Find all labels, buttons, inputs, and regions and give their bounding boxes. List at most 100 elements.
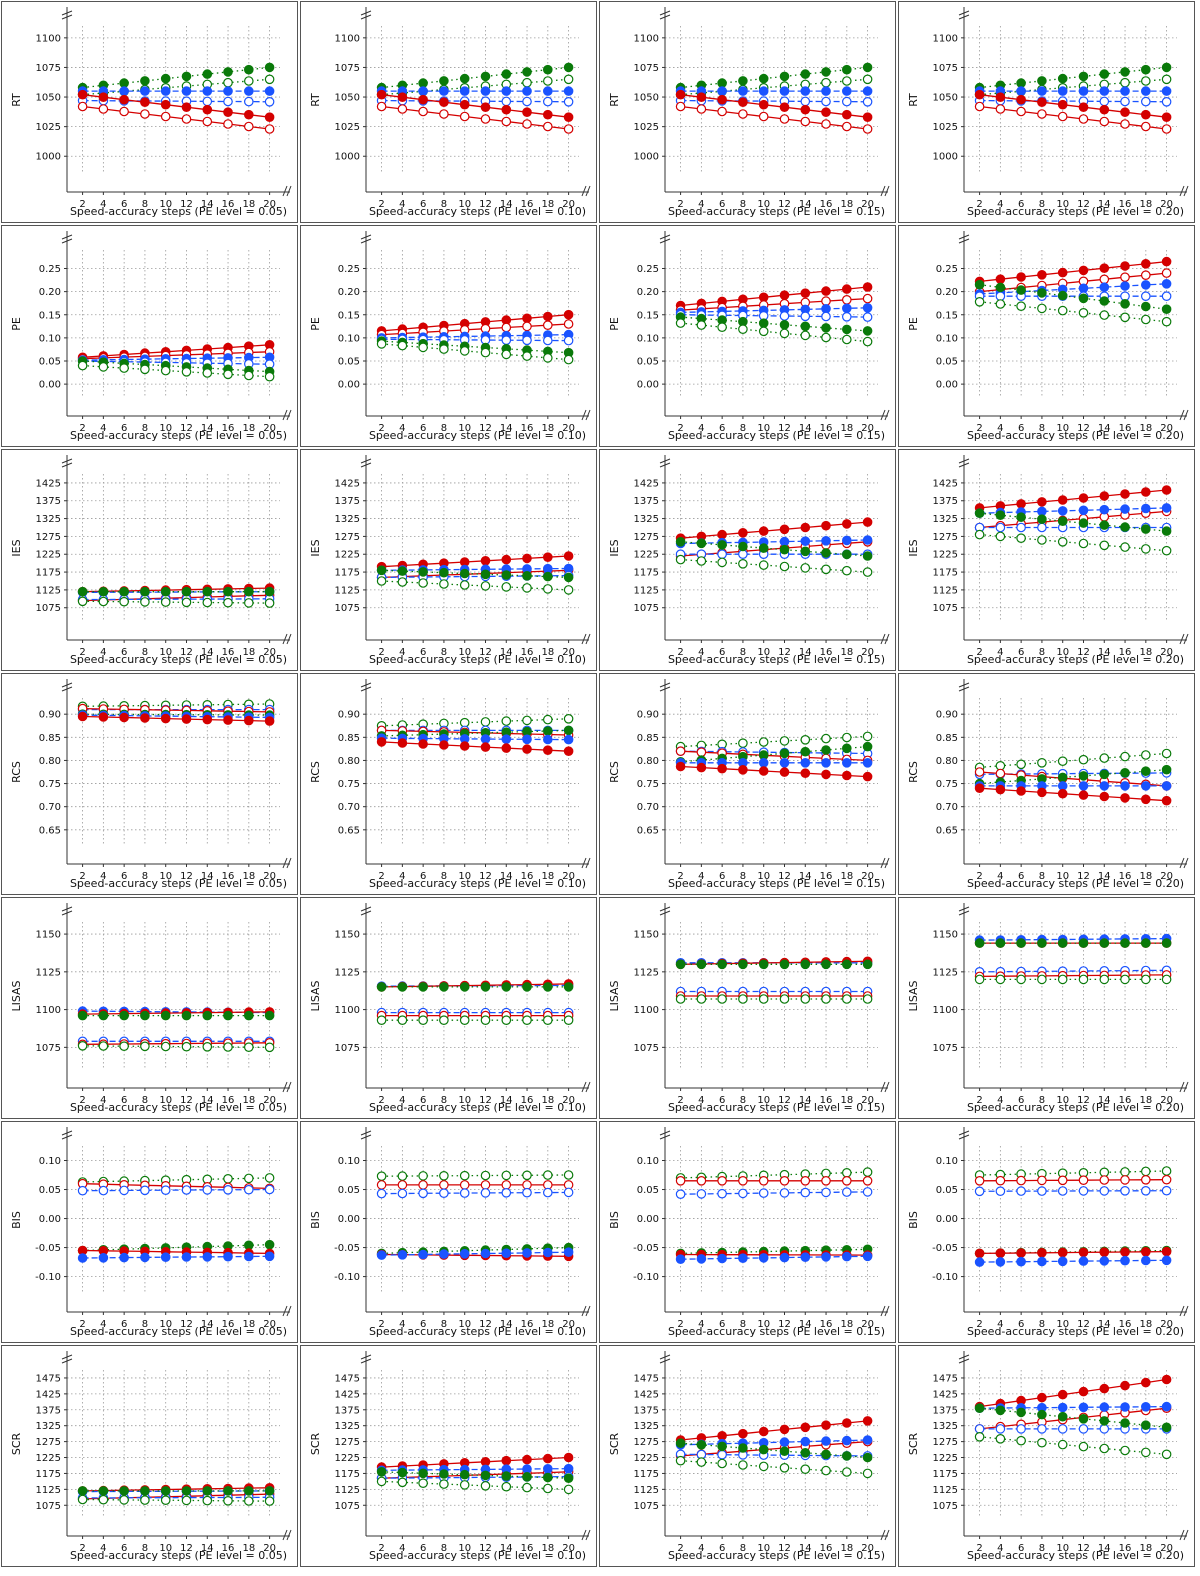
data-point xyxy=(842,303,852,314)
x-axis-label: Speed-accuracy steps (PE level = 0.20) xyxy=(967,1549,1184,1562)
x-tick-label: 18 xyxy=(541,1095,554,1106)
data-point xyxy=(376,1171,387,1181)
data-point xyxy=(563,585,574,595)
chart-panel: 1000 1025 1050 1075 1100 2 4 6 8 10 12 14 16 18 20 Spee… xyxy=(599,1,896,223)
chart-panel: 0.00 0.05 0.10 0.15 0.20 0.25 2 4 6 8 10 12 14 16 18 20… xyxy=(300,225,597,447)
data-point xyxy=(779,1175,790,1186)
data-point xyxy=(842,121,852,132)
x-tick-label: 2 xyxy=(79,1543,85,1554)
data-point xyxy=(800,321,811,332)
data-point xyxy=(543,320,553,330)
data-point xyxy=(1161,1246,1172,1257)
data-point xyxy=(264,112,275,122)
series-line xyxy=(680,1442,868,1459)
data-point xyxy=(1037,1424,1047,1434)
data-point xyxy=(160,1185,171,1195)
x-tick-label: 20 xyxy=(1160,1095,1173,1106)
series-red-open xyxy=(974,101,1172,134)
chart-svg: 0.000.050.100.150.200.252 4 6 8 10 12 14 16 18 20… xyxy=(10,231,292,442)
x-axis-label: Speed-accuracy steps (PE level = 0.05) xyxy=(70,1325,287,1338)
data-point xyxy=(244,1010,254,1021)
data-point xyxy=(459,741,470,751)
y-tick-label: 1325 xyxy=(36,1421,61,1432)
data-point xyxy=(1141,86,1151,96)
series-green-filled xyxy=(974,508,1172,536)
x-tick-label: 16 xyxy=(820,1543,833,1554)
data-point xyxy=(842,535,852,546)
x-tick-label: 14 xyxy=(799,647,812,658)
data-point xyxy=(1161,1166,1172,1176)
data-point xyxy=(862,731,873,742)
data-point xyxy=(1099,1247,1110,1257)
x-tick-label: 4 xyxy=(399,1319,405,1330)
data-point xyxy=(696,1440,707,1450)
x-tick-label: 20 xyxy=(263,871,276,882)
data-point xyxy=(543,552,553,562)
data-point xyxy=(181,1010,192,1021)
data-point xyxy=(675,1175,686,1186)
y-tick-label: 1425 xyxy=(36,478,61,489)
data-point xyxy=(758,111,769,122)
data-point xyxy=(140,1495,150,1505)
data-point xyxy=(1057,290,1068,301)
series-line xyxy=(979,533,1167,552)
data-point xyxy=(202,1185,213,1195)
data-point xyxy=(758,737,769,747)
series-line xyxy=(680,105,868,130)
data-point xyxy=(779,71,790,82)
chart-panel: 1000 1025 1050 1075 1100 2 4 6 8 10 12 14 16 18 20 Spee… xyxy=(898,1,1195,223)
data-point xyxy=(738,1188,748,1199)
data-point xyxy=(543,1453,553,1464)
x-tick-label: 8 xyxy=(441,1319,447,1330)
x-tick-label: 12 xyxy=(1077,1543,1090,1554)
data-point xyxy=(543,584,553,594)
data-point xyxy=(1141,781,1151,791)
x-tick-label: 2 xyxy=(378,423,384,434)
x-tick-label: 4 xyxy=(997,871,1003,882)
y-tick-label: 1075 xyxy=(634,1043,659,1054)
x-tick-label: 2 xyxy=(677,423,683,434)
data-point xyxy=(543,335,553,346)
data-point xyxy=(821,1420,831,1430)
series-line xyxy=(979,937,1167,941)
data-point xyxy=(522,1454,532,1465)
series-red-filled xyxy=(974,485,1172,513)
series-line xyxy=(82,598,270,601)
y-tick-label: 1075 xyxy=(335,1043,360,1054)
data-point xyxy=(1057,974,1068,985)
x-tick-label: 2 xyxy=(79,871,85,882)
data-point xyxy=(480,1481,491,1491)
data-point xyxy=(1099,1416,1110,1426)
x-tick-label: 18 xyxy=(242,1319,255,1330)
data-point xyxy=(522,1015,532,1025)
data-point xyxy=(1037,787,1047,798)
x-tick-label: 2 xyxy=(378,871,384,882)
x-tick-label: 14 xyxy=(1098,1319,1111,1330)
x-tick-label: 14 xyxy=(1098,423,1111,434)
x-tick-label: 6 xyxy=(121,1543,127,1554)
data-point xyxy=(1161,485,1172,495)
series-line xyxy=(979,974,1167,978)
data-point xyxy=(821,311,831,322)
x-axis-label: Speed-accuracy steps (PE level = 0.15) xyxy=(668,205,885,218)
data-point xyxy=(995,291,1006,301)
x-tick-label: 12 xyxy=(1077,199,1090,210)
data-point xyxy=(264,586,275,597)
data-point xyxy=(397,1188,408,1199)
data-point xyxy=(98,586,109,597)
data-point xyxy=(821,1436,831,1446)
data-point xyxy=(140,1010,150,1021)
y-tick-label: 1125 xyxy=(36,967,61,978)
data-point xyxy=(821,107,831,117)
data-point xyxy=(738,1443,748,1453)
x-tick-label: 18 xyxy=(242,871,255,882)
y-tick-label: 1100 xyxy=(36,1005,61,1016)
data-point xyxy=(140,713,150,723)
y-axis-label: PE xyxy=(608,317,621,331)
x-tick-label: 6 xyxy=(420,423,426,434)
data-point xyxy=(738,559,748,569)
series-line xyxy=(979,969,1167,973)
data-point xyxy=(717,763,727,774)
series-line xyxy=(680,1440,868,1457)
data-point xyxy=(480,1470,491,1481)
